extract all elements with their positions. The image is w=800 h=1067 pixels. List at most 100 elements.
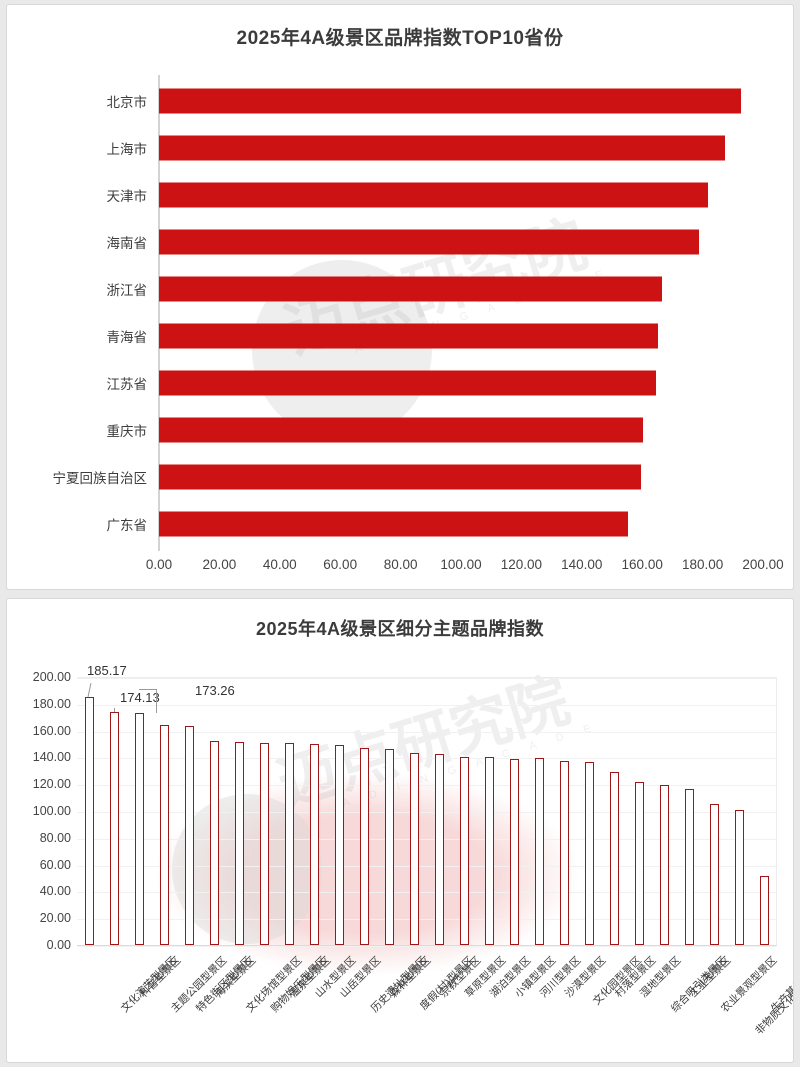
chart2-bar-fill <box>88 697 91 944</box>
chart1-bar <box>159 276 662 301</box>
chart1-x-tick-label: 20.00 <box>202 557 237 572</box>
chart2-y-axis-ticks: 0.00 20.00 40.00 60.00 80.00 100.00 120.00 140.… <box>7 669 75 959</box>
chart2-data-label: 174.13 <box>120 689 160 705</box>
chart2-data-label: 185.17 <box>87 662 127 678</box>
chart2-gridline <box>77 919 776 921</box>
chart1-bar-row: 广东省 <box>107 500 763 547</box>
chart1-bar-row: 海南省 <box>107 218 763 265</box>
chart2-bar <box>235 742 244 945</box>
chart2-bar <box>210 740 219 945</box>
chart1-category-label: 重庆市 <box>106 423 148 439</box>
chart1-bar-row: 浙江省 <box>107 265 763 312</box>
chart2-y-tick-label: 20.00 <box>39 911 71 926</box>
chart1-category-label: 广东省 <box>106 517 148 533</box>
chart2-bar <box>535 758 544 945</box>
chart2-bar <box>435 753 444 945</box>
chart2-gridline <box>77 678 776 679</box>
chart2-bar <box>160 724 169 945</box>
chart2-bar-fill <box>638 782 641 944</box>
chart2-plot-area <box>77 677 777 947</box>
chart2-label-leader-line <box>114 707 115 712</box>
chart2-bar-fill <box>738 810 741 944</box>
chart2-y-tick-label: 140.00 <box>32 750 71 765</box>
chart1-bar-row: 上海市 <box>107 124 763 171</box>
chart2-y-tick-label: 40.00 <box>39 884 71 899</box>
chart1-x-tick-label: 80.00 <box>383 557 418 572</box>
chart2-bar-fill <box>713 804 716 944</box>
chart2-y-tick-label: 100.00 <box>32 804 71 818</box>
chart2-bar <box>260 742 269 945</box>
chart2-bar-fill <box>413 754 416 944</box>
chart2-bar <box>135 712 144 945</box>
chart2-gridline <box>77 785 776 787</box>
chart2-bar <box>85 696 94 945</box>
chart1-bar-row: 重庆市 <box>107 406 763 453</box>
chart2-bar-fill <box>188 727 191 944</box>
chart2-bar <box>560 761 569 945</box>
chart2-bar-fill <box>588 762 591 944</box>
chart1-bar <box>159 417 643 442</box>
chart1-bar-row: 江苏省 <box>107 359 763 406</box>
chart1-category-label: 浙江省 <box>106 282 148 298</box>
chart2-bar <box>660 785 669 945</box>
chart2-gridline <box>77 704 776 706</box>
chart2-y-tick-label: 60.00 <box>39 857 71 872</box>
chart1-category-label: 宁夏回族自治区 <box>52 470 148 486</box>
chart2-bar-fill <box>313 745 316 944</box>
chart2-bar-fill <box>388 750 391 944</box>
chart2-bar <box>585 761 594 945</box>
chart2-bar <box>335 744 344 945</box>
chart1-category-label: 上海市 <box>106 141 148 157</box>
chart2-bar-fill <box>338 745 341 944</box>
chart2-bar <box>685 788 694 945</box>
chart2-bar <box>635 781 644 945</box>
chart2-bar-fill <box>363 748 366 944</box>
chart1-title: 2025年4A级景区品牌指数TOP10省份 <box>236 28 564 49</box>
chart-card-subtheme-index: 2025年4A级景区细分主题品牌指数 迈点研究院 A D I N G A C A… <box>6 598 794 1063</box>
chart2-bar <box>360 747 369 945</box>
chart2-bar-fill <box>438 754 441 944</box>
chart2-baseline <box>77 945 777 946</box>
chart2-bar-fill <box>513 759 516 944</box>
chart2-bar-fill <box>163 725 166 944</box>
chart2-data-label: 173.26 <box>195 682 235 698</box>
chart-card-top10-provinces: 2025年4A级景区品牌指数TOP10省份 迈点研究院 A D I N G A … <box>6 4 794 590</box>
chart1-x-tick-label: 160.00 <box>621 557 663 572</box>
chart2-bar <box>510 758 519 945</box>
chart2-bar-fill <box>113 712 116 944</box>
chart2-gridline <box>77 865 776 867</box>
chart2-bar-fill <box>238 743 241 944</box>
chart1-x-tick-label: 0.00 <box>145 557 173 572</box>
chart1-bar <box>159 229 699 254</box>
chart1-x-tick-label: 100.00 <box>440 557 482 572</box>
chart2-x-tick-label: 科普型景区 <box>137 954 183 1001</box>
chart1-bar-row: 宁夏回族自治区 <box>53 453 763 500</box>
chart2-bar-fill <box>263 743 266 944</box>
chart2-bar <box>710 803 719 945</box>
chart2-bar-fill <box>688 789 691 944</box>
chart1-x-axis-ticks: 0.00 20.00 40.00 60.00 80.00 100.00 120.00 140.… <box>7 557 793 581</box>
chart1-bar-row: 天津市 <box>107 171 763 218</box>
chart2-y-tick-label: 200.00 <box>32 670 71 684</box>
chart1-bar-row: 北京市 <box>107 77 763 124</box>
chart2-bar <box>310 744 319 945</box>
chart1-x-tick-label: 60.00 <box>323 557 358 572</box>
chart2-bar-fill <box>563 762 566 944</box>
chart2-title: 2025年4A级景区细分主题品牌指数 <box>255 619 545 639</box>
chart2-bar-fill <box>613 772 616 944</box>
chart1-plot-area: 北京市 上海市 天津市 海南省 浙江省 青海省 江苏省 重庆市 宁夏回族自治区 广东省 <box>53 77 763 547</box>
chart2-bar <box>460 756 469 945</box>
chart2-x-axis-labels: 文化演艺型景区 科普型景区 主题公园型景区 特色街区型景区 海滨型景区 文化场馆型景区 购物… <box>7 949 793 1062</box>
chart2-bar <box>110 711 119 945</box>
chart2-bar-fill <box>138 713 141 944</box>
chart2-bar <box>285 743 294 945</box>
chart2-bar <box>735 809 744 945</box>
chart2-gridline <box>77 731 776 733</box>
chart2-gridline <box>77 946 776 947</box>
chart2-gridline <box>77 892 776 894</box>
chart1-bar <box>159 135 725 160</box>
chart2-y-tick-label: 80.00 <box>39 830 71 845</box>
chart1-x-tick-label: 180.00 <box>681 557 724 572</box>
chart1-bar <box>159 370 657 395</box>
